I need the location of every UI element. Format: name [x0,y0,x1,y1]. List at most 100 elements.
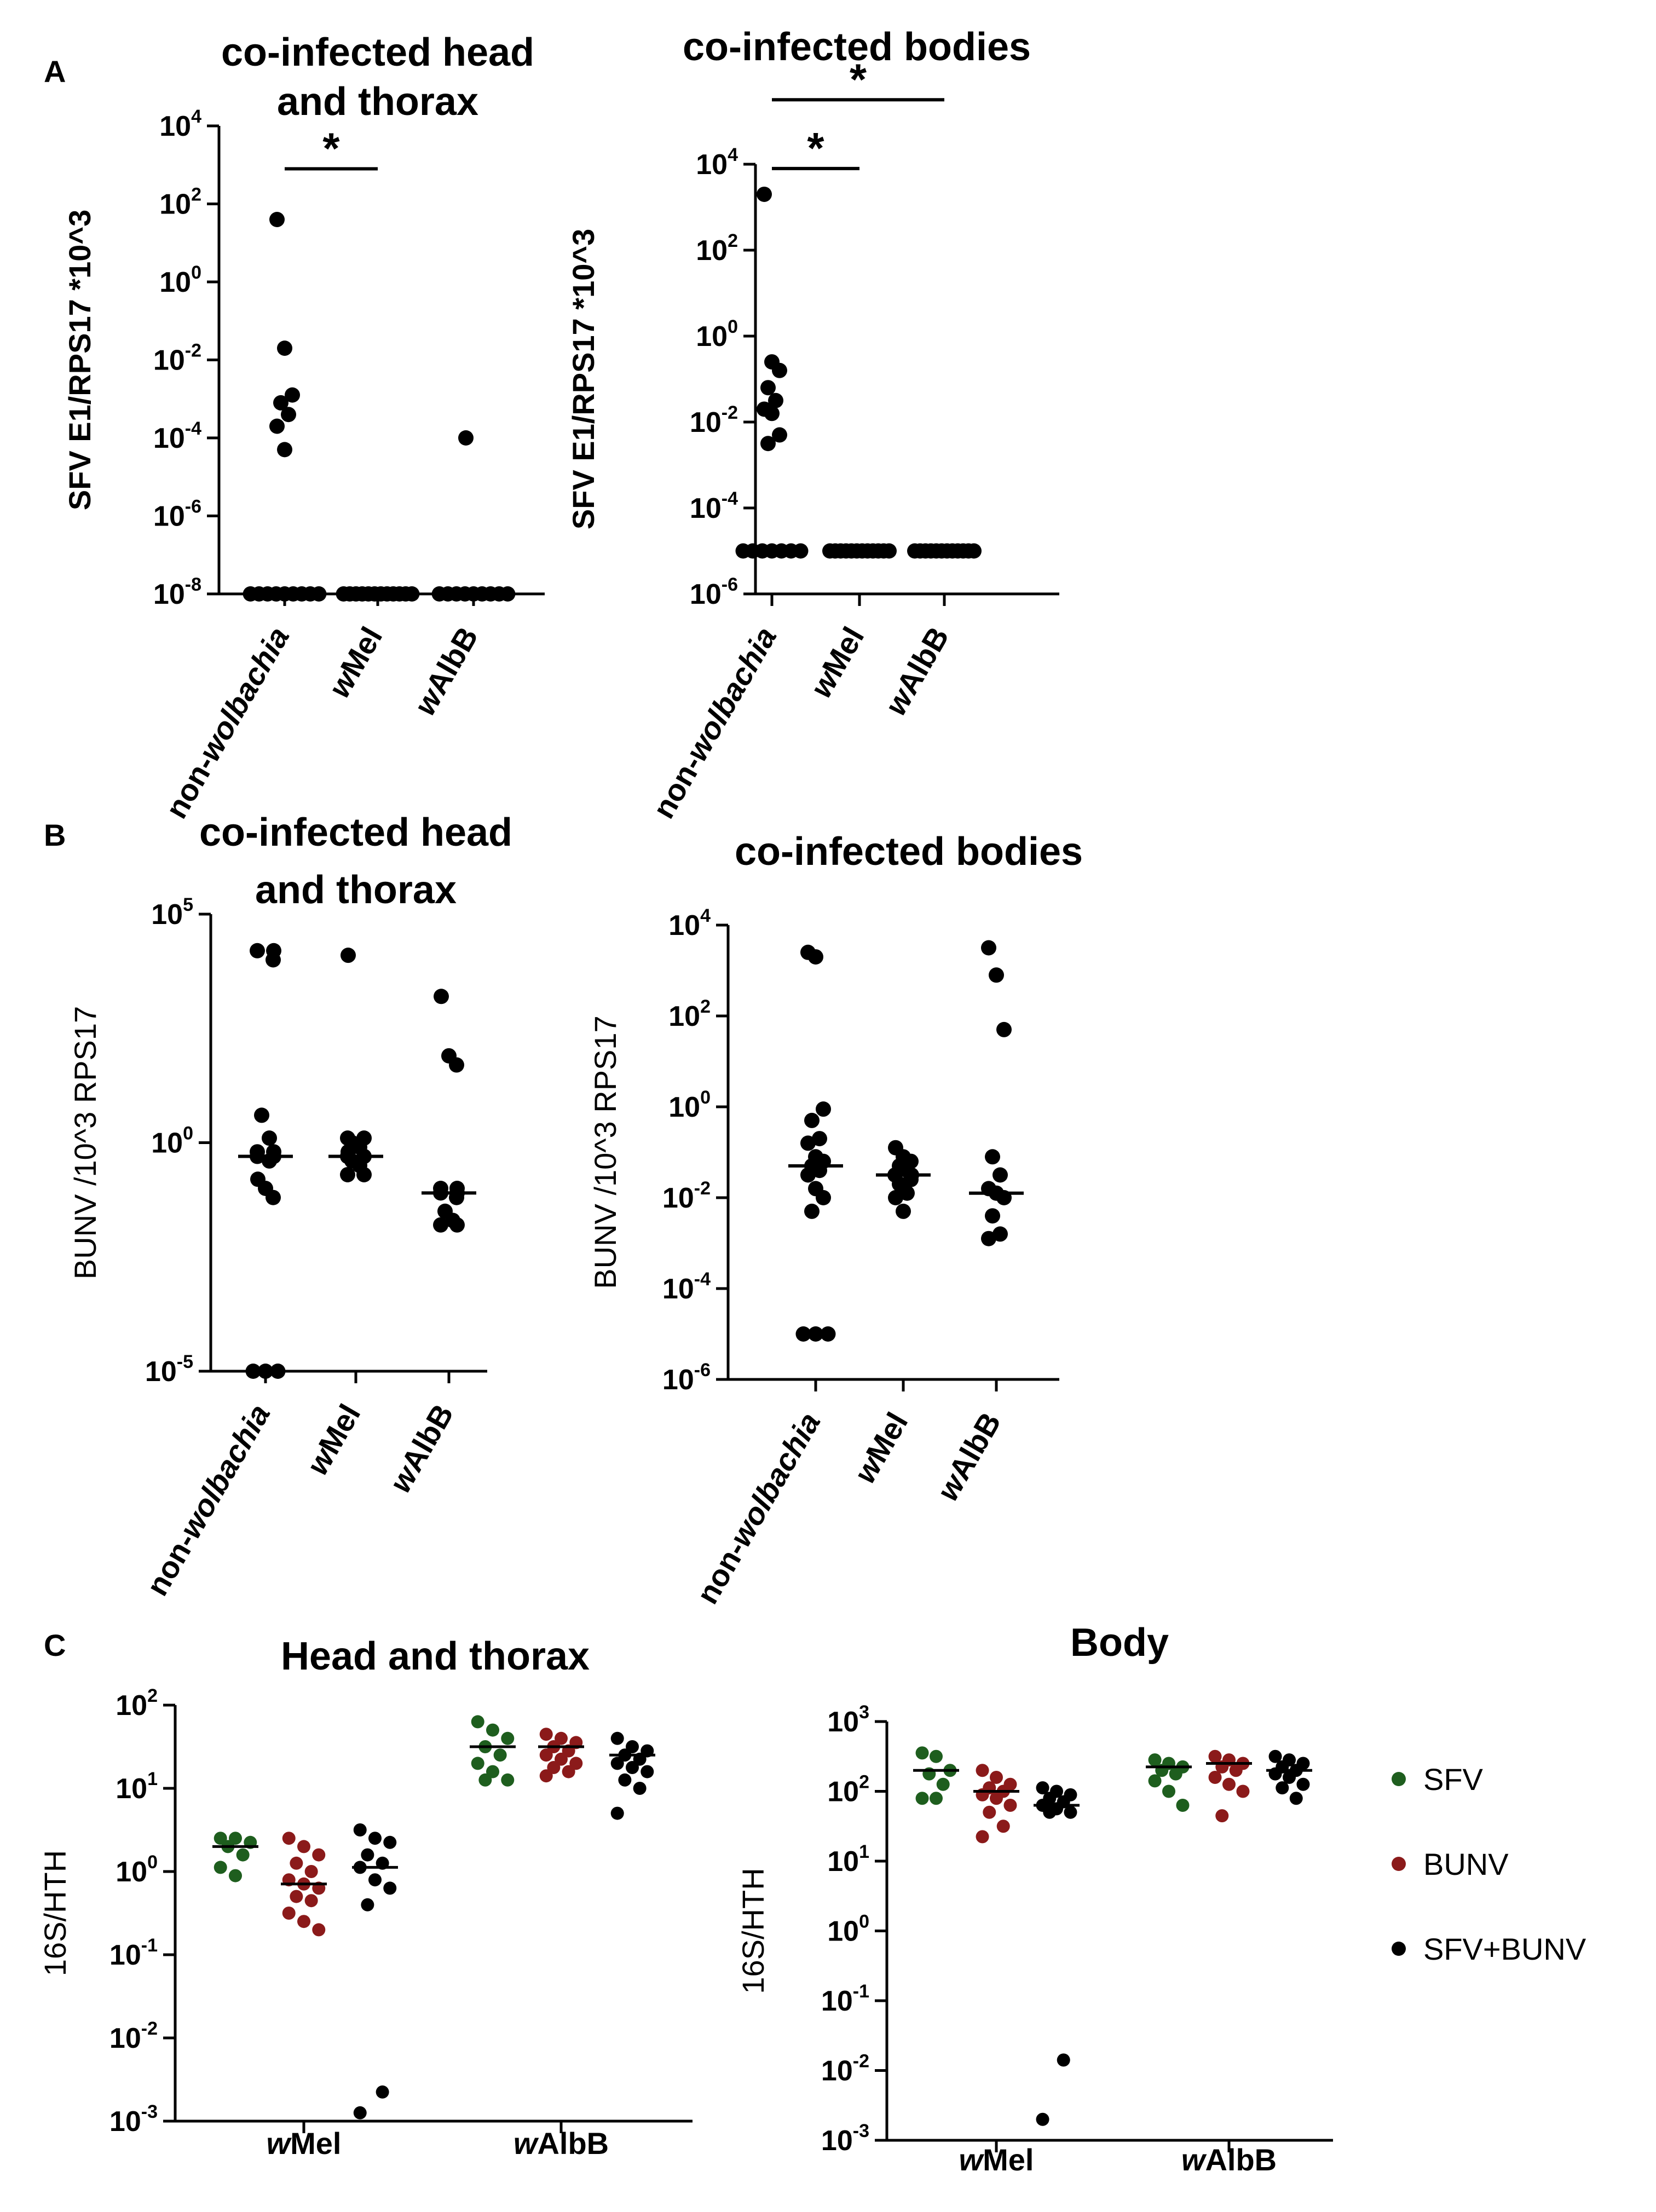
data-point [800,1167,816,1183]
data-point [981,1231,996,1246]
data-point [277,340,292,356]
data-point [486,1723,499,1737]
data-point [361,1848,374,1862]
data-point [1289,1792,1303,1805]
y-tick-label: 10-2 [662,1178,711,1214]
data-point [610,1757,624,1770]
y-tick-label: 10-5 [145,1352,193,1388]
data-point [258,1364,273,1379]
data-point [281,407,296,423]
x-tick-label: wAlbB [878,621,956,721]
data-point [610,1806,624,1820]
data-point [976,1764,989,1777]
data-point [1176,1799,1190,1812]
data-point [340,1166,355,1182]
data-point [539,1748,553,1762]
data-point [1003,1799,1017,1812]
y-tick-label: 102 [668,996,711,1032]
data-point [816,1101,831,1117]
x-tick-label: non-wolbachia [646,621,783,824]
data-point [1236,1784,1250,1798]
chart-b2: co-infected bodies BUNV /10^3 RPS17 104 102… [588,830,1083,1609]
data-point [760,380,776,396]
data-point [1208,1771,1222,1784]
data-point [1036,1781,1049,1795]
data-point [1276,1781,1289,1795]
data-point [471,1757,484,1770]
x-tick-label: wAlbB [1181,2142,1277,2177]
data-point [641,1765,654,1778]
data-point [626,1761,639,1774]
data-point [500,586,516,602]
data-point [1036,2112,1049,2126]
data-point [936,1777,950,1791]
data-point [990,1792,1003,1805]
data-point [368,1873,382,1887]
y-axis-label: 16S/HTH [736,1868,770,1994]
legend-label: SFV [1423,1762,1484,1797]
data-point [493,1748,507,1762]
data-point [1162,1784,1175,1798]
data-point [353,1823,367,1836]
data-point [618,1773,632,1787]
chart-title: and thorax [277,80,478,124]
data-point [290,1856,303,1870]
plots: co-infected head and thorax SFV E1/RPS17 *… [38,25,1333,2177]
y-tick-label: 10-2 [821,2051,869,2087]
legend-label: BUNV [1423,1847,1509,1881]
data-point [983,1805,996,1819]
x-tick-label: wMel [267,2126,342,2161]
data-point [539,1728,553,1741]
data-point [383,1835,397,1849]
y-tick-label: 10-6 [690,574,738,610]
data-point [985,1208,1000,1224]
significance-star: * [322,124,340,172]
data-point [808,949,823,965]
data-point [1215,1809,1229,1823]
data-point [610,1731,624,1745]
data-point [304,1865,318,1878]
y-tick-label: 10-3 [821,2121,869,2157]
data-point [915,1746,929,1760]
y-tick-label: 10-6 [662,1360,711,1396]
data-point [269,212,285,227]
x-tick-label: wMel [959,2142,1034,2177]
y-tick-label: 103 [827,1702,869,1738]
chart-title: Body [1070,1621,1169,1665]
data-point [273,395,288,411]
chart-c1: Head and thorax 16S/HTH 102 101 100 10-1 10-2 1… [38,1635,693,2161]
data-point [899,1185,915,1201]
data-point [976,1830,989,1844]
data-point [915,1792,929,1805]
legend-label: SFV+BUNV [1423,1932,1586,1966]
y-tick-label: 10-4 [662,1269,711,1305]
data-point [1148,1774,1162,1788]
y-axis-label: SFV E1/RPS17 *10^3 [566,229,601,529]
data-point [501,1731,515,1745]
y-tick-label: 104 [159,106,201,142]
data-point [277,442,292,458]
x-tick-label: wMel [803,621,870,703]
data-point [1148,1753,1162,1767]
panel-letter-b: B [44,818,66,852]
data-point [368,1832,382,1845]
data-point [501,1773,515,1787]
data-point [985,1149,1000,1165]
y-tick-label: 10-2 [109,2018,158,2054]
legend: SFV BUNV SFV+BUNV [1392,1762,1586,1966]
data-point [1222,1777,1236,1791]
y-tick-label: 101 [827,1841,869,1878]
y-tick-label: 10-8 [153,574,201,610]
y-tick-label: 10-1 [821,1981,869,2017]
data-point [471,1715,484,1729]
x-tick-label: wAlbB [930,1407,1008,1506]
y-tick-label: 10-2 [690,402,738,438]
data-point [311,586,327,602]
data-point [312,1848,326,1862]
data-point [808,1326,823,1342]
chart-title: co-infected head [221,31,534,74]
data-point [341,948,356,963]
data-point [793,543,809,559]
data-point [757,186,772,202]
data-point [1229,1764,1243,1777]
